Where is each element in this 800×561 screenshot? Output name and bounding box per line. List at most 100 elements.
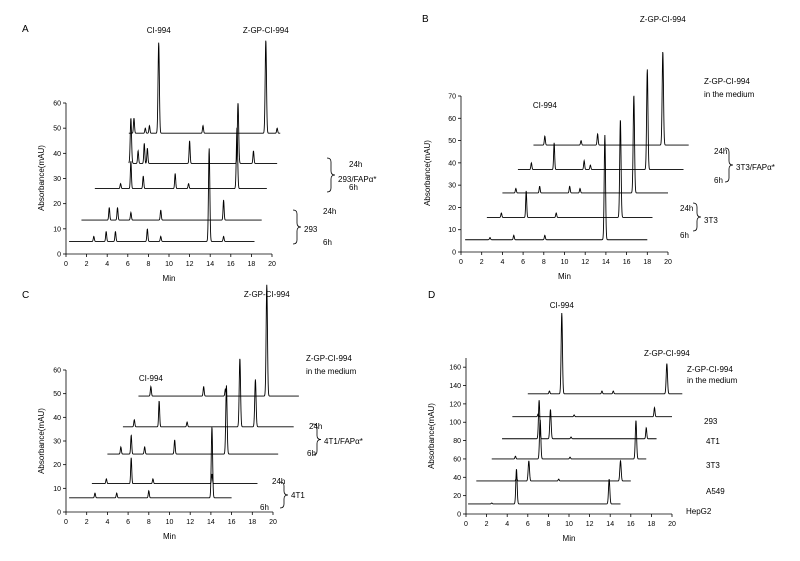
trace-4T1 xyxy=(502,400,657,440)
y-tick-label: 30 xyxy=(53,176,61,183)
x-tick-label: 0 xyxy=(459,259,463,266)
trace-medium xyxy=(138,284,299,397)
series-label: 24h xyxy=(272,477,285,486)
trace-medium xyxy=(533,51,689,146)
group-brace xyxy=(692,202,702,232)
x-tick-label: 2 xyxy=(480,259,484,266)
panel-c: C 0 2 4 6 8 10 12 14 16 18 20 0 10 20 30 40 50 60 Min Absorb… xyxy=(22,284,363,541)
x-tick-label: 6 xyxy=(521,259,525,266)
series-label: 6h xyxy=(349,183,358,192)
trace-A549 xyxy=(476,459,631,482)
group-label: 4T1 xyxy=(291,491,305,500)
group-brace xyxy=(292,209,302,245)
y-tick-label: 60 xyxy=(53,368,61,375)
trace-24h xyxy=(128,103,278,164)
y-tick-label: 60 xyxy=(53,101,61,108)
group-brace xyxy=(326,157,336,193)
peak-annotation: Z-GP-CI-994 xyxy=(243,26,289,35)
y-tick-label: 0 xyxy=(57,252,61,259)
x-tick-label: 10 xyxy=(561,259,569,266)
x-axis-label: Min xyxy=(163,274,176,283)
series-label: 6h xyxy=(714,176,723,185)
y-tick-label: 20 xyxy=(448,205,456,212)
annotation-line: Z-GP-CI-994 xyxy=(306,354,352,363)
panel-label: A xyxy=(22,24,29,35)
x-tick-label: 8 xyxy=(546,521,550,528)
y-tick-label: 140 xyxy=(449,383,461,390)
series-label: 24h xyxy=(309,422,322,431)
y-tick-label: 40 xyxy=(453,475,461,482)
x-tick-label: 12 xyxy=(186,261,194,268)
x-tick-label: 8 xyxy=(542,259,546,266)
y-tick-label: 40 xyxy=(448,160,456,167)
y-tick-label: 80 xyxy=(453,438,461,445)
group-brace xyxy=(279,481,289,509)
y-tick-label: 30 xyxy=(53,439,61,446)
x-tick-label: 14 xyxy=(206,261,214,268)
y-tick-label: 20 xyxy=(53,201,61,208)
annotation-line: Z-GP-CI-994 xyxy=(687,365,733,374)
trace-24h xyxy=(91,457,258,485)
x-tick-label: 16 xyxy=(627,521,635,528)
peak-annotation: Z-GP-CI-994 xyxy=(640,15,686,24)
y-axis-label: Absorbance(mAU) xyxy=(423,140,432,206)
y-tick-label: 100 xyxy=(449,420,461,427)
y-tick-label: 0 xyxy=(457,512,461,519)
trace-medium xyxy=(527,313,683,395)
x-tick-label: 14 xyxy=(207,519,215,526)
group-label: 293 xyxy=(304,225,318,234)
x-tick-label: 12 xyxy=(586,521,594,528)
x-tick-label: 4 xyxy=(105,519,109,526)
y-tick-label: 10 xyxy=(448,227,456,234)
panel-label: D xyxy=(428,290,435,301)
x-tick-label: 20 xyxy=(269,519,277,526)
x-tick-label: 10 xyxy=(166,519,174,526)
group-label: 293/FAPα* xyxy=(338,175,376,184)
y-tick-label: 30 xyxy=(448,183,456,190)
peak-annotation: CI-994 xyxy=(139,374,164,383)
peak-annotation-medium: Z-GP-CI-994 in the medium xyxy=(704,77,755,99)
series-label: 4T1 xyxy=(706,437,720,446)
peak-annotation-medium: Z-GP-CI-994 in the medium xyxy=(306,354,357,376)
x-axis-label: Min xyxy=(563,534,576,543)
x-tick-label: 10 xyxy=(165,261,173,268)
series-label: 24h xyxy=(714,147,727,156)
panel-d: D 0 2 4 6 8 10 12 14 16 18 20 0 20 40 60 80 100 120 140 160 M… xyxy=(427,290,738,543)
trace-293 xyxy=(512,406,672,418)
y-axis-label: Absorbance(mAU) xyxy=(427,403,436,469)
series-label: 24h xyxy=(680,204,693,213)
y-tick-label: 10 xyxy=(53,226,61,233)
peak-annotation-medium: Z-GP-CI-994 in the medium xyxy=(687,365,738,385)
peak-annotation: CI-994 xyxy=(147,26,172,35)
y-tick-label: 70 xyxy=(448,94,456,101)
panel-b: B 0 2 4 6 8 10 12 14 16 18 20 0 10 20 30 40 50 60 70 Min Abso… xyxy=(422,14,775,281)
y-tick-label: 50 xyxy=(53,391,61,398)
x-tick-label: 2 xyxy=(485,521,489,528)
x-tick-label: 8 xyxy=(147,519,151,526)
x-tick-label: 18 xyxy=(248,261,256,268)
x-tick-label: 0 xyxy=(464,521,468,528)
y-tick-label: 50 xyxy=(53,126,61,133)
series-label: HepG2 xyxy=(686,507,712,516)
y-axis-label: Absorbance(mAU) xyxy=(37,408,46,474)
trace-24h xyxy=(122,358,294,428)
series-label: A549 xyxy=(706,487,725,496)
x-tick-label: 18 xyxy=(643,259,651,266)
y-tick-label: 20 xyxy=(453,493,461,500)
x-tick-label: 6 xyxy=(526,521,530,528)
x-tick-label: 4 xyxy=(505,521,509,528)
annotation-line: in the medium xyxy=(704,90,755,99)
group-label: 4T1/FAPα* xyxy=(324,437,363,446)
group-brace xyxy=(724,147,734,183)
x-tick-label: 20 xyxy=(268,261,276,268)
group-label: 3T3/FAPα* xyxy=(736,163,775,172)
x-tick-label: 20 xyxy=(664,259,672,266)
trace-24h xyxy=(486,120,653,218)
panel-label: B xyxy=(422,14,429,25)
x-tick-label: 16 xyxy=(228,519,236,526)
trace-24h xyxy=(517,69,684,170)
y-axis-label: Absorbance(mAU) xyxy=(37,145,46,211)
trace-6h xyxy=(465,135,648,241)
trace-24h xyxy=(81,199,262,221)
